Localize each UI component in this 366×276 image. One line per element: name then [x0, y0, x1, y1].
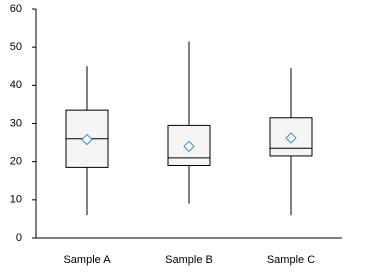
x-tick-label: Sample B [165, 254, 213, 266]
y-tick-label: 30 [10, 117, 22, 129]
mean-marker [183, 140, 195, 153]
x-tick-label: Sample A [63, 254, 111, 266]
y-tick-label: 50 [10, 41, 22, 53]
y-tick-label: 40 [10, 79, 22, 91]
x-tick-label: Sample C [267, 254, 315, 266]
y-tick-label: 0 [16, 232, 22, 244]
y-tick-label: 20 [10, 156, 22, 168]
y-tick-label: 60 [10, 3, 22, 15]
mean-marker [81, 133, 93, 146]
mean-marker [285, 132, 297, 144]
y-tick-label: 10 [10, 194, 22, 206]
